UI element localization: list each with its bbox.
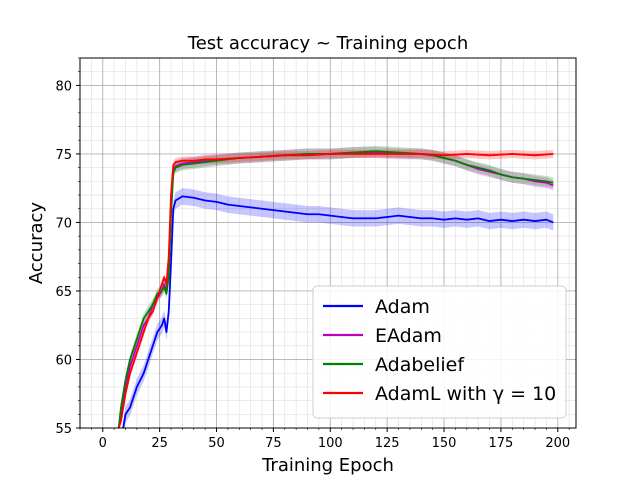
legend-box <box>312 285 567 419</box>
x-tick-label: 125 <box>375 436 400 451</box>
x-tick-label: 100 <box>318 436 343 451</box>
y-axis-title: Accuracy <box>26 202 47 285</box>
x-axis-title: Training Epoch <box>261 455 394 476</box>
series-lines <box>117 150 554 428</box>
y-tick-label: 75 <box>55 148 72 163</box>
x-tick-label: 75 <box>265 436 282 451</box>
legend-label: Adabelief <box>375 354 465 376</box>
series-line-3 <box>117 153 554 428</box>
legend-label: Adam <box>375 296 430 318</box>
band-2 <box>118 145 554 428</box>
x-tick-label: 175 <box>489 436 514 451</box>
legend-label: AdamL with γ = 10 <box>375 383 556 405</box>
y-tick-label: 55 <box>55 422 72 437</box>
x-tick-label: 200 <box>545 436 570 451</box>
legend: Adam EAdam Adabelief AdamL with γ = 10 <box>312 285 567 419</box>
x-tick-label: 150 <box>432 436 457 451</box>
y-tick-label: 70 <box>55 216 72 231</box>
axis-ticks: 0 25 50 75 100 125 150 175 200 55 60 65 70 75 80 <box>55 57 570 451</box>
x-tick-label: 50 <box>208 436 225 451</box>
series-line-0 <box>118 195 554 428</box>
y-tick-label: 60 <box>55 353 72 368</box>
x-tick-label: 25 <box>151 436 168 451</box>
y-tick-label: 80 <box>55 79 72 94</box>
legend-label: EAdam <box>375 325 442 347</box>
confidence-bands <box>118 145 554 428</box>
plot-frame <box>79 57 577 429</box>
y-tick-label: 65 <box>55 285 72 300</box>
chart-title: Test accuracy ~ Training epoch <box>187 33 468 54</box>
x-tick-label: 0 <box>99 436 107 451</box>
band-1 <box>118 147 554 428</box>
